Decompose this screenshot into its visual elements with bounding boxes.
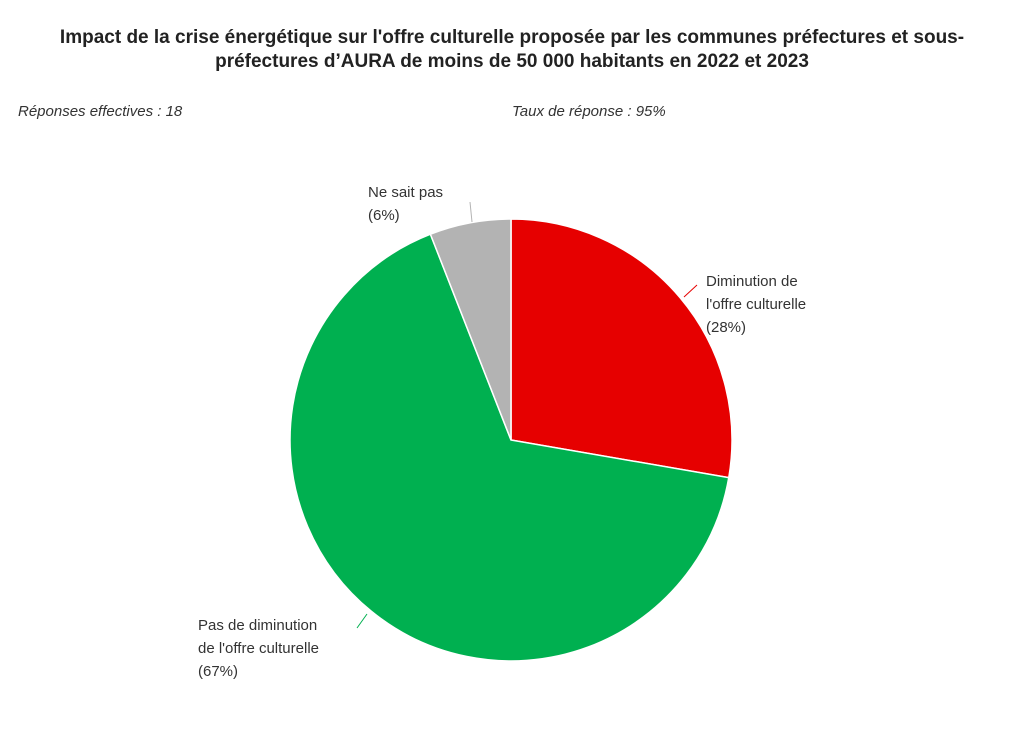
leader-line — [356, 613, 368, 629]
leader-line — [683, 284, 698, 298]
category-label: Pas de diminution de l'offre culturelle — [198, 617, 319, 657]
value-label: (67%) — [198, 663, 239, 680]
slice-label: Ne sait pas (6%) — [368, 181, 448, 227]
pie-slice — [289, 233, 730, 662]
chart-title: Impact de la crise énergétique sur l'off… — [59, 27, 965, 72]
value-label: (6%) — [368, 207, 400, 224]
category-label: Diminution de l'offre culturelle — [706, 273, 807, 313]
slice-label: Pas de diminution de l'offre culturelle (… — [198, 614, 338, 683]
annotation: Réponses effectives : 18 — [18, 103, 183, 120]
leader-line — [469, 201, 473, 223]
slice-label: Diminution de l'offre culturelle (28%) — [706, 270, 836, 339]
category-label: Ne sait pas — [368, 184, 444, 201]
pie-slice — [510, 218, 733, 479]
value-label: (28%) — [706, 319, 747, 336]
annotation: Taux de réponse : 95% — [512, 103, 666, 120]
pie-slice — [429, 218, 512, 441]
